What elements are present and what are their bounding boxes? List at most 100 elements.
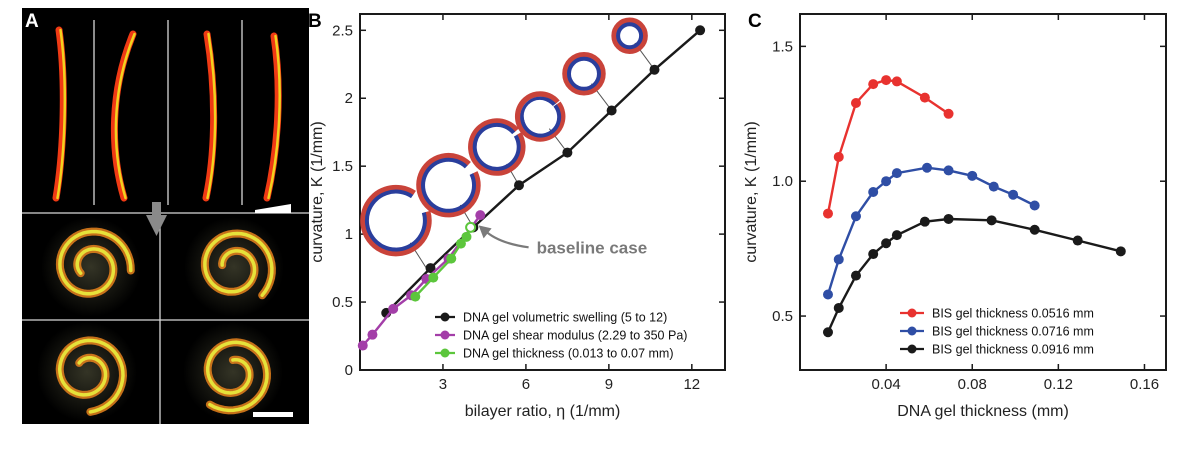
legend-label-volumetric-swelling: DNA gel volumetric swelling (5 to 12): [463, 311, 667, 325]
ring-inset-3-hole: [477, 127, 517, 167]
ring-inset-6-hole: [620, 26, 639, 45]
legend-label-bis-0516: BIS gel thickness 0.0516 mm: [932, 307, 1094, 321]
panel-c-legend-marker-2: [907, 326, 917, 336]
panel-b-x-axis-label: bilayer ratio, η (1/mm): [465, 403, 621, 420]
panel-c-series-3-point: [868, 249, 879, 260]
legend-label-shear-modulus: DNA gel shear modulus (2.29 to 350 Pa): [463, 329, 687, 343]
panel-c-series-1-point: [891, 76, 902, 87]
panel-c-series-3-point: [986, 215, 997, 226]
arrow-down-icon: [146, 202, 167, 236]
legend-label-gel-thickness: DNA gel thickness (0.013 to 0.07 mm): [463, 347, 674, 361]
panel-c-series-1-point: [822, 208, 833, 219]
panel-c-series-3-point: [822, 327, 833, 338]
micrograph-strip-1: [52, 26, 67, 202]
panel-b-label: B: [308, 11, 322, 32]
panel-b-y-tick-label: 0.5: [332, 294, 353, 311]
micrograph-spiral-core-3: [57, 338, 125, 414]
panel-b-y-tick-label: 2.5: [332, 22, 353, 39]
panel-b-series-1-line: [385, 29, 701, 314]
panel-c-series-2-point: [822, 289, 833, 300]
panel-c-x-tick-label: 0.12: [1044, 376, 1073, 393]
panel-c-y-tick-label: 0.5: [772, 308, 793, 325]
panel-b-x-tick-label: 12: [683, 376, 700, 393]
panel-c-series-1-point: [850, 98, 861, 108]
panel-b-y-tick-label: 2: [345, 90, 353, 107]
panel-c-x-axis-label: DNA gel thickness (mm): [897, 403, 1069, 420]
panel-c-legend-marker-3: [907, 344, 917, 354]
ring-inset-2-layer-2: [421, 157, 477, 213]
ring-inset-4-layer-1: [514, 91, 566, 142]
panel-c-series-3-point: [943, 213, 954, 224]
panel-b-y-tick-label: 1.5: [332, 158, 353, 175]
micrograph-strip-2: [110, 30, 137, 202]
panel-c-series-3-line: [826, 217, 1122, 333]
panel-c-series-3-point: [891, 230, 902, 241]
ring-inset-4-hole: [523, 99, 556, 132]
micrograph-strip-core-2: [114, 32, 136, 200]
panel-c: C 0.04 0.08 0.12 0.16 0.5 1.0 1.5 DNA gel thic…: [743, 11, 1167, 420]
micrograph-strip-core-3: [206, 32, 217, 200]
ring-inset-5-hole: [571, 61, 597, 87]
panel-b: B 3 6 9 12 0 0.5 1 1.5 2 2.5 bilayer ratio, η (1/…: [308, 11, 726, 420]
panel-b-y-tick-label: 1: [345, 226, 353, 243]
panel-b-series-1-point: [695, 25, 706, 36]
panel-b-series-1-point: [425, 263, 436, 274]
micrograph-strip-core-4: [267, 34, 281, 200]
panel-b-series-1-point: [606, 105, 617, 116]
panel-c-series-2-point: [868, 187, 879, 197]
panel-b-series-3-point: [461, 231, 472, 242]
ring-inset-1-layer-2: [364, 189, 427, 252]
panel-b-series-3-point: [428, 272, 439, 283]
panel-b-series-3-point: [446, 253, 457, 264]
panel-c-x-tick-label: 0.04: [872, 376, 901, 393]
panel-c-series-2-point: [891, 168, 902, 179]
ring-inset-5-layer-2: [566, 56, 601, 91]
panel-c-series-2-point: [881, 176, 892, 187]
panel-b-legend-marker-3: [440, 348, 450, 358]
panel-b-x-tick-label: 3: [439, 376, 447, 393]
panel-c-series-1-point: [833, 151, 844, 162]
panel-c-series-2-point: [988, 181, 999, 192]
panel-b-series-2-point: [367, 329, 378, 340]
ring-inset-1-layer-1: [360, 184, 432, 257]
panel-c-legend-marker-1: [907, 308, 917, 318]
panel-c-series-3-point: [881, 238, 892, 249]
micrograph-spiral-core-4: [205, 340, 269, 413]
panel-b-series-3-point: [455, 238, 466, 249]
panel-c-series-1-point: [868, 79, 879, 90]
baseline-annotation: baseline case: [537, 238, 648, 257]
panel-b-plot: 3 6 9 12 0 0.5 1 1.5 2 2.5: [332, 13, 726, 393]
ring-inset-2-layer-1: [416, 152, 481, 218]
legend-label-bis-0716: BIS gel thickness 0.0716 mm: [932, 325, 1094, 339]
ring-inset-1-hole: [369, 194, 423, 248]
panel-b-axes-frame: [359, 13, 726, 371]
panel-c-y-axis-label: curvature, K (1/mm): [743, 121, 760, 262]
panel-b-series-3-point: [410, 291, 421, 302]
panel-c-series-1-point: [881, 75, 892, 86]
ring-inset-6-layer-1: [611, 17, 648, 54]
panel-c-series-1-line: [826, 78, 950, 214]
micrograph-spiral-core-1: [58, 229, 133, 296]
panel-c-series-2-point: [922, 162, 933, 173]
panel-b-legend-marker-2: [440, 330, 450, 340]
panel-c-series-1-point: [919, 92, 930, 103]
micrograph-strip-3: [202, 30, 218, 202]
panel-c-series-2-point: [850, 211, 861, 222]
ring-inset-2-hole: [425, 162, 472, 209]
ring-inset-5-layer-1: [562, 52, 606, 96]
panel-c-series-3-point: [1029, 224, 1040, 235]
ring-inset-4-layer-2: [520, 96, 562, 138]
panel-c-axes-frame: [799, 13, 1167, 371]
micrograph-spiral-core-2: [203, 231, 274, 298]
panel-c-series-3-point: [1072, 235, 1083, 246]
micrograph-strip-4: [263, 32, 282, 202]
ring-inset-6-layer-2: [616, 22, 644, 50]
panel-b-series-2-point: [475, 210, 486, 221]
panel-c-plot: 0.04 0.08 0.12 0.16 0.5 1.0 1.5: [772, 13, 1167, 393]
panel-b-y-tick-label: 0: [345, 362, 353, 379]
panel-c-y-tick-label: 1.0: [772, 173, 793, 190]
baseline-arrow-shaft: [483, 229, 529, 249]
top-row-strips: [52, 26, 282, 202]
panel-b-y-axis-label: curvature, K (1/mm): [309, 121, 326, 262]
